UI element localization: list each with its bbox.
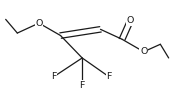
Text: O: O [140,47,147,56]
Text: F: F [106,72,111,81]
Text: O: O [35,19,43,28]
Text: F: F [79,81,85,90]
Text: O: O [127,16,134,25]
Text: F: F [51,72,57,81]
